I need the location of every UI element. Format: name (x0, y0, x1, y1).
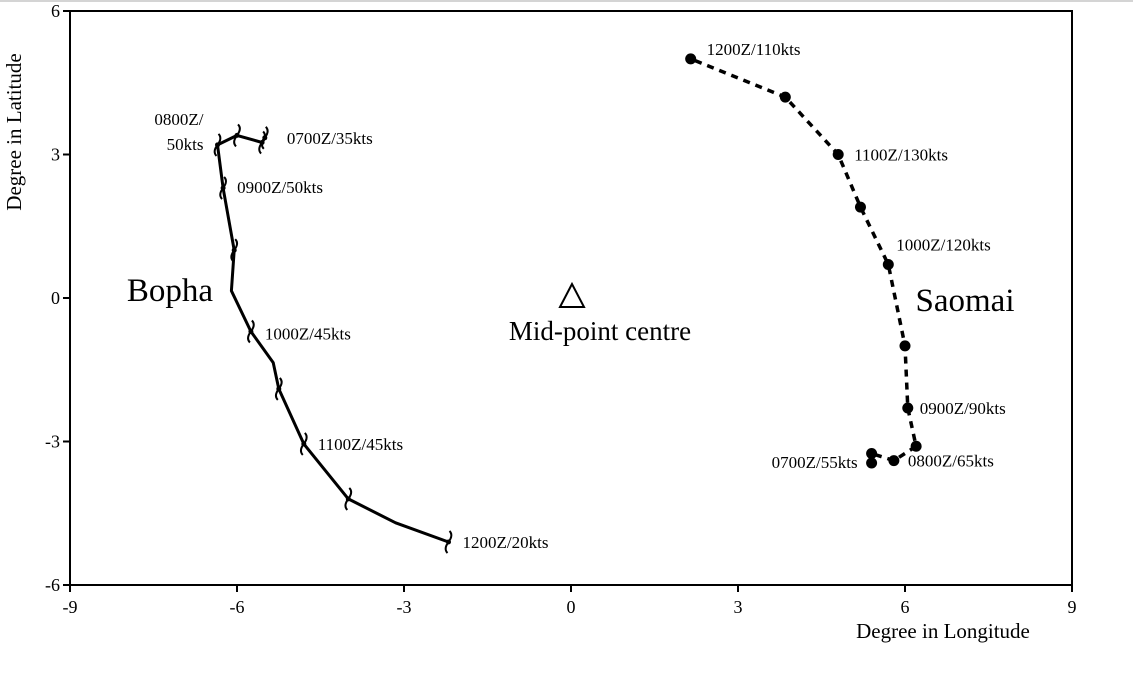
typhoon-symbol-icon-6 (247, 319, 255, 344)
y-axis-title: Degree in Latitude (2, 53, 26, 210)
typhoon-symbol-icon-10 (444, 530, 453, 554)
label-saomai-4: 1100Z/130kts (854, 146, 948, 165)
marker-saomai-2 (888, 455, 900, 467)
label-bopha-2: 50kts (167, 135, 204, 154)
label-saomai-3: 1000Z/120kts (896, 236, 990, 255)
storm-name-saomai: Saomai (916, 283, 1015, 319)
typhoon-symbol-core-4 (220, 185, 226, 191)
typhoon-symbol-core-8 (301, 441, 307, 447)
typhoon-symbol-icon-2 (233, 123, 241, 148)
marker-saomai-1 (866, 447, 878, 459)
x-tick-label-9: -9 (63, 597, 78, 617)
marker-saomai-0 (866, 457, 878, 469)
mid-point-triangle-icon (558, 281, 586, 308)
track-line-bopha (216, 133, 450, 544)
x-axis-title: Degree in Longitude (856, 619, 1030, 643)
typhoon-symbol-core-1 (259, 140, 265, 145)
x-tick-label-6: 6 (901, 597, 910, 617)
marker-saomai-5 (899, 340, 911, 352)
typhoon-symbol-icon-9 (344, 487, 353, 511)
typhoon-symbol-icon-3 (213, 133, 222, 157)
label-bopha-3: 0900Z/50kts (237, 178, 323, 197)
marker-saomai-6 (882, 259, 894, 271)
typhoon-symbol-core-6 (248, 329, 254, 334)
label-bopha-4: 1000Z/45kts (265, 324, 351, 343)
label-saomai-0: 0700Z/55kts (772, 453, 858, 472)
typhoon-symbol-icon-1 (258, 130, 266, 155)
label-bopha-0: 0700Z/35kts (287, 129, 373, 148)
markers (213, 53, 922, 554)
typhoon-symbol-core-7 (276, 386, 282, 392)
y-tick-label-3: 3 (51, 145, 60, 165)
y-tick-label-6: 6 (51, 1, 60, 21)
x-tick-label-3: -3 (397, 597, 412, 617)
track-line-saomai (690, 57, 918, 463)
typhoon-symbol-icon-4 (219, 176, 227, 200)
top-divider-line (0, 0, 1133, 2)
x-tick-label-3: 3 (734, 597, 743, 617)
label-saomai-1: 0800Z/65kts (908, 452, 994, 471)
storm-name-bopha: Bopha (127, 273, 214, 309)
x-tick-label-0: 0 (567, 597, 576, 617)
x-tick-label-6: -6 (230, 597, 245, 617)
point-labels: 0700Z/35kts 0800Z/50kts 0900Z/50kts 1000Z/4… (154, 40, 1005, 552)
y-tick-label-3: -3 (45, 432, 60, 452)
marker-saomai-9 (779, 91, 791, 103)
marker-saomai-10 (685, 53, 697, 65)
marker-saomai-8 (832, 149, 844, 160)
marker-saomai-7 (854, 201, 866, 213)
typhoon-symbol-core-9 (345, 496, 351, 502)
marker-saomai-4 (902, 402, 914, 414)
label-saomai-2: 0900Z/90kts (920, 399, 1006, 418)
y-tick-label-0: 0 (51, 288, 60, 308)
typhoon-symbol-icon-5 (230, 238, 238, 262)
label-saomai-5: 1200Z/110kts (707, 40, 801, 59)
typhoon-symbol-icon-8 (300, 432, 308, 456)
label-bopha-6: 1200Z/20kts (463, 533, 549, 552)
typhoon-symbol-core-10 (446, 539, 451, 545)
label-bopha-1: 0800Z/ (154, 110, 203, 129)
marker-saomai-3 (910, 440, 922, 452)
typhoon-symbol-icon-7 (275, 377, 283, 401)
typhoon-symbol-core-5 (231, 247, 237, 253)
typhoon-symbol-core-3 (215, 142, 220, 148)
y-tick-label-6: -6 (45, 575, 60, 595)
mid-point-label: Mid-point centre (509, 316, 691, 346)
label-bopha-5: 1100Z/45kts (318, 435, 403, 454)
x-tick-label-9: 9 (1068, 597, 1077, 617)
typhoon-symbol-core-2 (234, 132, 240, 138)
